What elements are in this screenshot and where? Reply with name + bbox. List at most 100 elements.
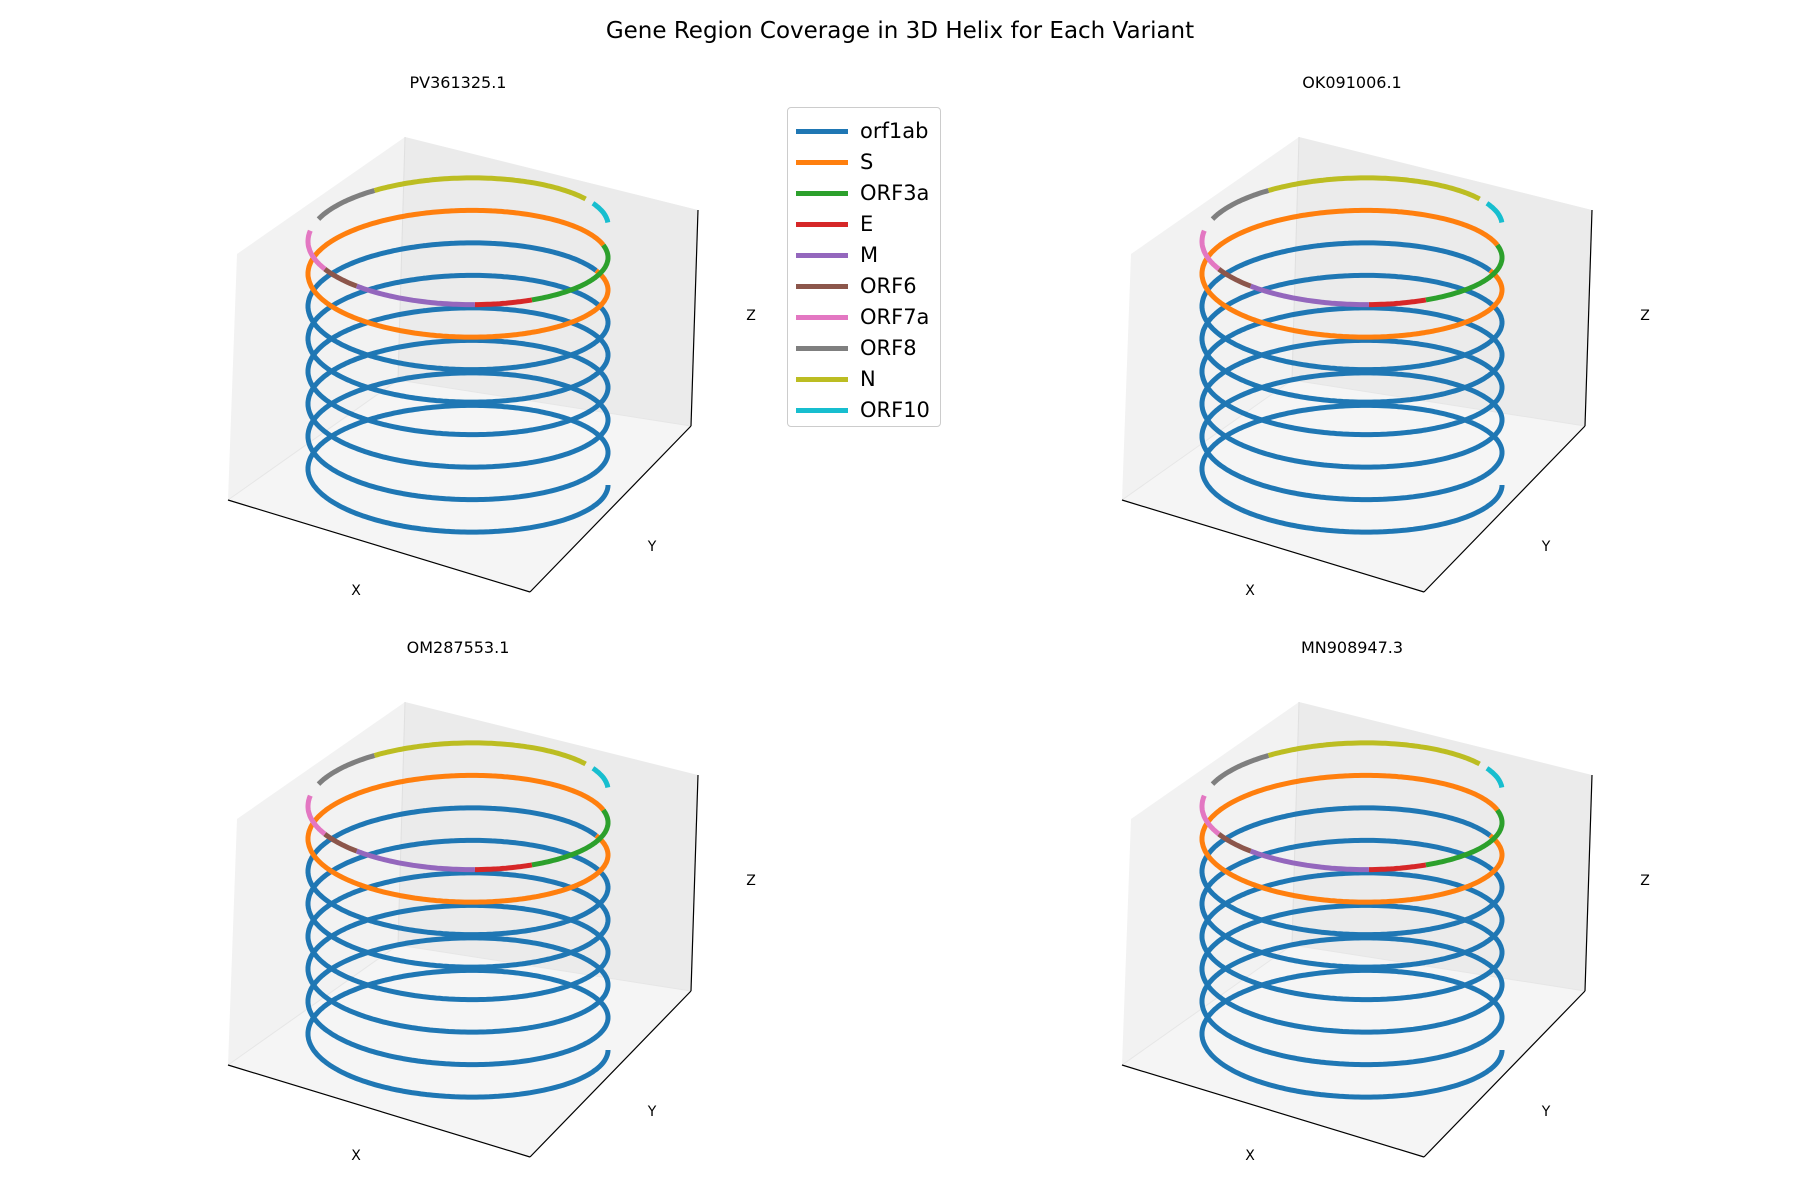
legend-item-orf1ab: orf1ab — [788, 115, 942, 146]
panel-title: PV361325.1 — [410, 73, 507, 92]
helix-segment-orf10 — [591, 766, 611, 789]
x-axis-label: X — [1245, 583, 1255, 599]
helix-segment-s — [1199, 772, 1505, 905]
helix-segment-orf7a — [1199, 794, 1221, 836]
legend-label: ORF8 — [860, 336, 917, 360]
legend-swatch — [796, 129, 848, 134]
legend-item-orf6: ORF6 — [788, 270, 942, 301]
helix-segment-orf8 — [316, 753, 376, 786]
helix-segment-m — [355, 848, 475, 873]
legend-swatch — [796, 315, 848, 320]
helix-segment-orf10 — [591, 201, 611, 224]
helix-segment-orf7a — [305, 229, 327, 271]
legend-swatch — [796, 191, 848, 196]
helix-segment-orf3a — [531, 243, 611, 303]
y-axis-label: Y — [647, 539, 657, 555]
helix-segment-orf3a — [531, 808, 611, 868]
legend-label: ORF10 — [860, 398, 930, 422]
helix-segment-orf7a — [1199, 229, 1221, 271]
helix-panel-2: OK091006.1 X Y Z — [1121, 73, 1650, 599]
y-axis-label: Y — [1541, 1104, 1551, 1120]
legend-item-s: S — [788, 146, 942, 177]
y-axis-label: Y — [647, 1104, 657, 1120]
helix-segment-m — [1249, 848, 1369, 873]
legend-item-n: N — [788, 363, 942, 394]
panel-title: MN908947.3 — [1301, 638, 1403, 657]
helix-segment-orf7a — [305, 794, 327, 836]
x-axis-line — [227, 1064, 531, 1158]
panel-title: OM287553.1 — [407, 638, 510, 657]
helix-segment-m — [355, 283, 475, 308]
z-axis-label: Z — [746, 308, 756, 324]
helix-segment-e — [474, 862, 533, 873]
legend-label: ORF3a — [860, 181, 930, 205]
z-axis-line — [1584, 774, 1593, 992]
legend-label: M — [860, 243, 879, 267]
helix-segment-orf10 — [1485, 766, 1505, 789]
helix-segment-m — [1249, 283, 1369, 308]
helix-segment-orf8 — [316, 188, 376, 221]
legend-swatch — [796, 160, 848, 165]
z-axis-label: Z — [1640, 308, 1650, 324]
helix-segment-n — [1267, 175, 1481, 202]
helix-segment-orf8 — [1210, 753, 1270, 786]
x-axis-label: X — [351, 583, 361, 599]
helix-segment-e — [1368, 862, 1427, 873]
x-axis-line — [227, 499, 531, 593]
legend-label: ORF6 — [860, 274, 917, 298]
helix-panel-4: MN908947.3 X Y Z — [1121, 638, 1650, 1164]
chart-legend: orf1ab S ORF3a E M ORF6 ORF7a ORF8 N ORF10 — [787, 107, 941, 427]
legend-label: N — [860, 367, 876, 391]
helix-segment-orf6 — [1217, 832, 1252, 854]
floor-pane — [1122, 380, 1585, 592]
helix-panel-1: PV361325.1 X Y Z — [227, 73, 756, 599]
z-axis-label: Z — [1640, 873, 1650, 889]
figure-title: Gene Region Coverage in 3D Helix for Eac… — [605, 18, 1195, 44]
helix-segment-orf6 — [1217, 267, 1252, 289]
legend-swatch — [796, 284, 848, 289]
legend-swatch — [796, 408, 848, 413]
helix-segment-orf6 — [323, 832, 358, 854]
y-axis-line — [529, 990, 692, 1158]
legend-swatch — [796, 346, 848, 351]
legend-swatch — [796, 377, 848, 382]
helix-segment-s — [305, 772, 611, 905]
helix-segment-orf10 — [1485, 201, 1505, 224]
y-axis-line — [1423, 425, 1586, 593]
helix-segment-e — [474, 297, 533, 308]
floor-pane — [228, 380, 691, 592]
helix-segment-n — [373, 175, 587, 202]
z-axis-line — [690, 774, 699, 992]
y-axis-line — [529, 425, 692, 593]
legend-item-orf10: ORF10 — [788, 394, 942, 425]
legend-item-orf7a: ORF7a — [788, 301, 942, 332]
x-axis-label: X — [1245, 1148, 1255, 1164]
helix-segment-s — [1199, 207, 1505, 340]
panel-title: OK091006.1 — [1302, 73, 1401, 92]
helix-segment-e — [1368, 297, 1427, 308]
legend-item-orf8: ORF8 — [788, 332, 942, 363]
helix-panel-3: OM287553.1 X Y Z — [227, 638, 756, 1164]
legend-item-e: E — [788, 208, 942, 239]
floor-pane — [228, 945, 691, 1157]
x-axis-line — [1121, 499, 1425, 593]
x-axis-line — [1121, 1064, 1425, 1158]
helix-segment-n — [1267, 740, 1481, 767]
legend-swatch — [796, 253, 848, 258]
helix-segment-orf3a — [1425, 243, 1505, 303]
helix-segment-orf8 — [1210, 188, 1270, 221]
legend-label: orf1ab — [860, 119, 929, 143]
y-axis-line — [1423, 990, 1586, 1158]
floor-pane — [1122, 945, 1585, 1157]
z-axis-line — [690, 209, 699, 427]
legend-item-orf3a: ORF3a — [788, 177, 942, 208]
z-axis-label: Z — [746, 873, 756, 889]
helix-segment-n — [373, 740, 587, 767]
legend-swatch — [796, 222, 848, 227]
helix-segment-orf3a — [1425, 808, 1505, 868]
legend-label: E — [860, 212, 874, 236]
legend-label: S — [860, 150, 874, 174]
helix-segment-orf6 — [323, 267, 358, 289]
legend-label: ORF7a — [860, 305, 930, 329]
y-axis-label: Y — [1541, 539, 1551, 555]
